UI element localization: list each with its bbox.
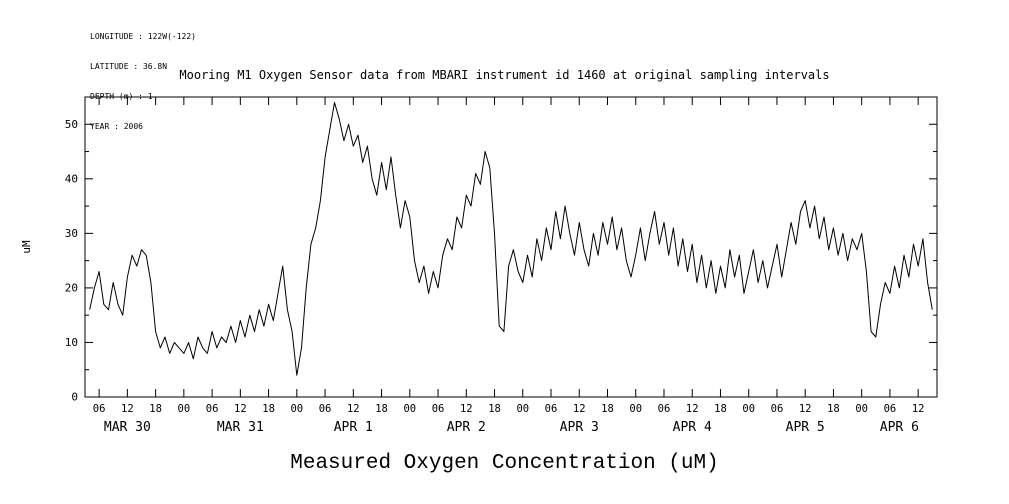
x-tick-hour-label: 12	[799, 403, 812, 415]
x-tick-hour-label: 00	[290, 403, 303, 415]
x-date-label: APR 2	[447, 420, 486, 435]
x-tick-hour-label: 18	[714, 403, 727, 415]
x-tick-hour-label: 18	[488, 403, 501, 415]
x-tick-hour-label: 12	[347, 403, 360, 415]
x-tick-hour-label: 12	[234, 403, 247, 415]
x-date-label: MAR 31	[217, 420, 264, 435]
x-axis-caption: Measured Oxygen Concentration (uM)	[290, 452, 719, 475]
x-date-label: APR 3	[560, 420, 599, 435]
x-date-label: APR 1	[334, 420, 373, 435]
data-series-line	[89, 102, 933, 376]
x-tick-hour-label: 12	[121, 403, 134, 415]
x-tick-hour-label: 18	[601, 403, 614, 415]
metadata-latitude: LATITUDE : 36.8N	[90, 62, 168, 71]
x-tick-hour-label: 00	[855, 403, 868, 415]
x-tick-hour-label: 12	[573, 403, 586, 415]
x-tick-hour-label: 00	[178, 403, 191, 415]
x-tick-hour-label: 12	[912, 403, 925, 415]
x-tick-hour-label: 00	[742, 403, 755, 415]
x-tick-hour-label: 18	[827, 403, 840, 415]
chart-title: Mooring M1 Oxygen Sensor data from MBARI…	[179, 68, 830, 82]
x-tick-hour-label: 06	[771, 403, 784, 415]
x-date-label: APR 4	[673, 420, 712, 435]
x-tick-hour-label: 00	[403, 403, 416, 415]
x-tick-hour-label: 06	[206, 403, 219, 415]
x-tick-hour-label: 12	[460, 403, 473, 415]
x-tick-hour-label: 00	[629, 403, 642, 415]
x-tick-hour-label: 18	[149, 403, 162, 415]
x-tick-hour-label: 06	[545, 403, 558, 415]
x-tick-hour-label: 12	[686, 403, 699, 415]
x-tick-hour-label: 06	[319, 403, 332, 415]
plot-frame	[84, 96, 938, 398]
x-date-label: APR 6	[880, 420, 919, 435]
x-tick-hour-label: 00	[516, 403, 529, 415]
x-tick-hour-label: 06	[93, 403, 106, 415]
y-tick-label: 10	[65, 336, 78, 349]
y-tick-label: 0	[71, 391, 78, 404]
x-date-label: MAR 30	[104, 420, 151, 435]
x-tick-hour-label: 06	[658, 403, 671, 415]
x-tick-hour-label: 18	[262, 403, 275, 415]
metadata-year: YEAR : 2006	[90, 122, 143, 131]
metadata-longitude: LONGITUDE : 122W(-122)	[90, 32, 196, 41]
x-date-label: APR 5	[786, 420, 825, 435]
y-tick-label: 30	[65, 227, 78, 240]
x-tick-hour-label: 18	[375, 403, 388, 415]
y-tick-label: 20	[65, 281, 78, 294]
y-axis-label: uM	[20, 240, 33, 254]
y-tick-label: 40	[65, 172, 78, 185]
x-tick-hour-label: 06	[432, 403, 445, 415]
x-tick-hour-label: 06	[884, 403, 897, 415]
y-tick-label: 50	[65, 118, 78, 131]
